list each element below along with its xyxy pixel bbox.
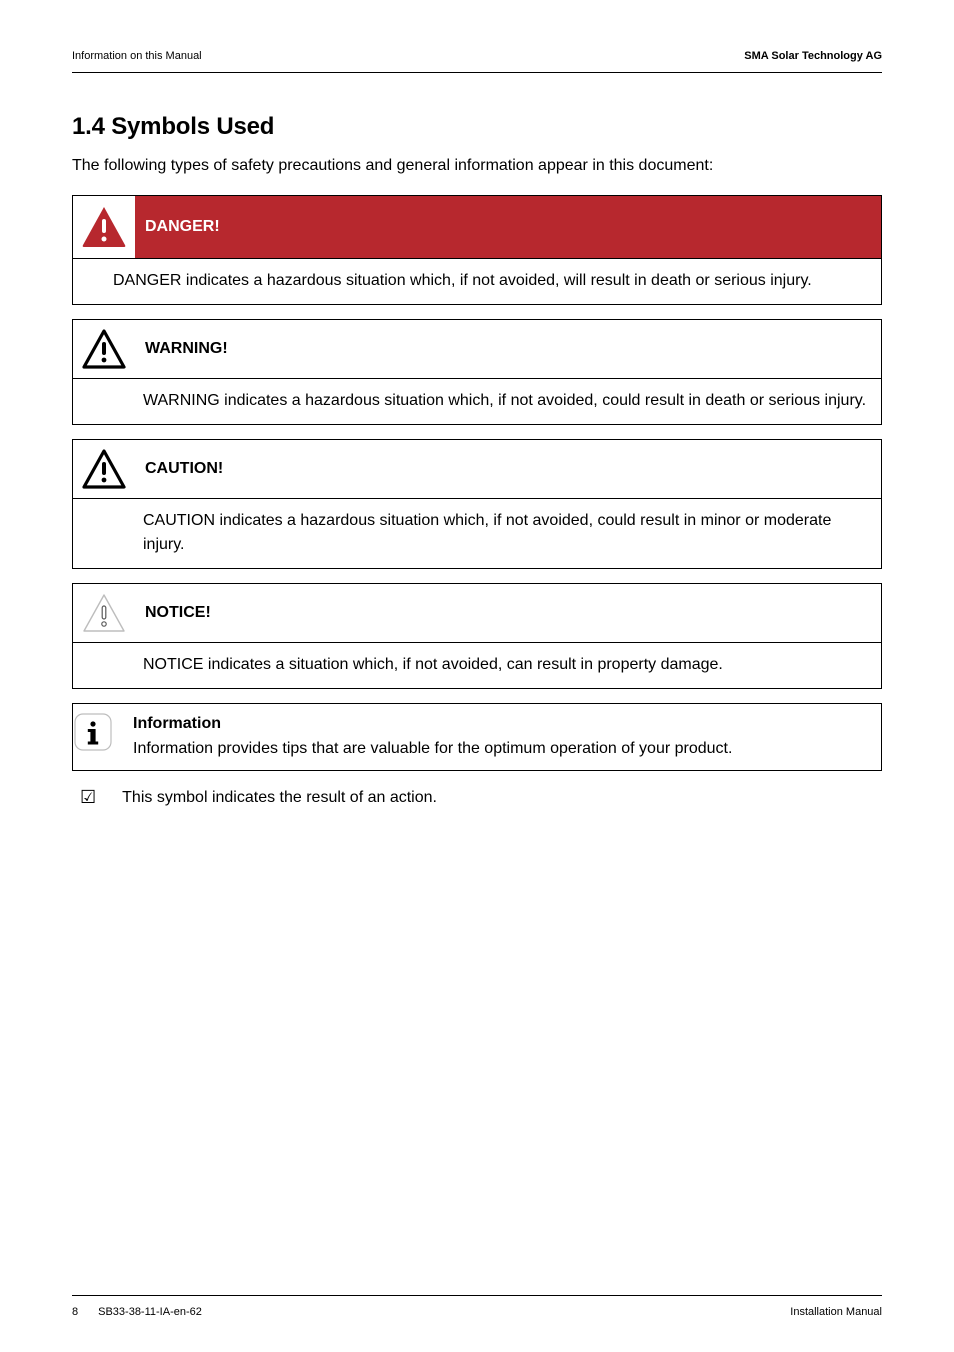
result-icon: ☑ <box>80 787 96 808</box>
callout-header: DANGER! <box>73 196 881 258</box>
callout-body: WARNING indicates a hazardous situation … <box>73 378 881 424</box>
callout-body: NOTICE indicates a situation which, if n… <box>73 642 881 688</box>
section-intro: The following types of safety precaution… <box>72 157 882 175</box>
header-right: SMA Solar Technology AG <box>744 50 882 62</box>
callout-body: Information Information provides tips th… <box>129 704 881 770</box>
result-text: This symbol indicates the result of an a… <box>122 789 437 807</box>
header-rule <box>72 72 882 73</box>
header-left: Information on this Manual <box>72 50 202 62</box>
warning-icon <box>73 320 135 378</box>
footer-doc-kind: Installation Manual <box>790 1306 882 1318</box>
callout-title: WARNING! <box>135 320 881 378</box>
running-footer: 8 SB33-38-11-IA-en-62 Installation Manua… <box>72 1306 882 1318</box>
footer-page-number: 8 <box>72 1306 78 1318</box>
callout-header: CAUTION! <box>73 440 881 498</box>
callout-caution: CAUTION! CAUTION indicates a hazardous s… <box>72 439 882 568</box>
callout-title: DANGER! <box>135 196 881 258</box>
running-header: Information on this Manual SMA Solar Tec… <box>72 50 882 62</box>
callout-warning: WARNING! WARNING indicates a hazardous s… <box>72 319 882 425</box>
callout-danger: DANGER! DANGER indicates a hazardous sit… <box>72 195 882 305</box>
callout-notice: NOTICE! NOTICE indicates a situation whi… <box>72 583 882 689</box>
footer-rule <box>72 1295 882 1296</box>
section-heading: 1.4 Symbols Used <box>72 113 882 141</box>
callout-body: CAUTION indicates a hazardous situation … <box>73 498 881 567</box>
callout-information: Information Information provides tips th… <box>72 703 882 771</box>
caution-icon <box>73 440 135 498</box>
callout-title: Information <box>133 712 869 735</box>
callout-header: NOTICE! <box>73 584 881 642</box>
callout-title: NOTICE! <box>135 584 881 642</box>
footer-doc-id: SB33-38-11-IA-en-62 <box>98 1306 202 1318</box>
callout-body: DANGER indicates a hazardous situation w… <box>73 258 881 304</box>
result-line: ☑ This symbol indicates the result of an… <box>72 787 882 808</box>
notice-icon <box>73 584 135 642</box>
danger-icon <box>73 196 135 258</box>
callout-header: WARNING! <box>73 320 881 378</box>
callout-body-text: Information provides tips that are valua… <box>133 737 869 760</box>
information-icon <box>73 704 129 770</box>
callout-title: CAUTION! <box>135 440 881 498</box>
